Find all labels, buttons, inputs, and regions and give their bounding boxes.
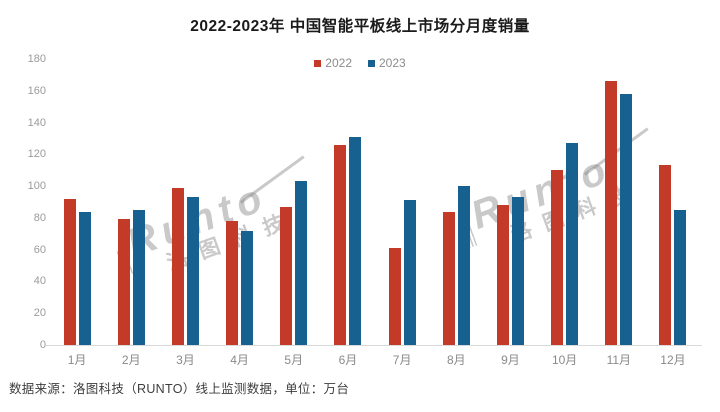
chart-legend: 2022 2023 [0,56,720,70]
bar-2023-5月 [295,181,308,345]
x-tick-label-7月: 7月 [392,353,412,367]
y-tick-label: 120 [27,148,46,161]
month-group-2月 [104,59,158,345]
x-tick-label-5月: 5月 [284,353,304,367]
y-tick-label: 80 [33,211,46,224]
y-tick-label: 20 [33,307,46,320]
bar-2023-10月 [566,143,579,345]
x-tick-label-9月: 9月 [501,353,520,367]
bar-2022-6月 [334,144,347,345]
x-tick-label-6月: 6月 [338,353,358,367]
bar-group [551,59,579,345]
month-group-1月 [50,59,104,345]
bar-group [171,59,199,345]
x-tick-label-12月: 12月 [660,353,686,367]
bar-group [334,59,362,345]
y-tick-label: 0 [39,339,46,351]
month-group-9月 [483,59,537,345]
bar-2023-8月 [457,186,470,345]
month-group-4月 [213,59,267,345]
x-tick-label-2月: 2月 [121,353,141,367]
bar-group [117,59,145,345]
bar-2023-2月 [132,209,145,345]
legend-item-2022: 2022 [314,56,352,70]
bar-2023-7月 [403,200,416,345]
y-tick-label: 140 [27,116,46,129]
bar-2022-12月 [659,165,672,345]
bar-2022-2月 [117,219,130,345]
x-tick-label-10月: 10月 [551,353,578,367]
bar-2023-4月 [241,230,254,345]
bar-2022-7月 [388,248,401,345]
bar-2023-12月 [674,209,687,345]
bar-2022-5月 [280,206,293,345]
legend-label: 2022 [325,56,352,70]
x-tick-label-8月: 8月 [446,353,466,367]
bar-2022-3月 [171,187,184,345]
x-tick-label-1月: 1月 [67,353,87,367]
bar-2023-11月 [620,93,633,345]
x-axis-line [46,345,702,346]
bar-group [280,59,308,345]
bar-2022-8月 [442,211,455,345]
month-group-7月 [375,59,429,345]
bar-2022-9月 [496,205,509,345]
month-group-6月 [321,59,375,345]
month-group-3月 [158,59,212,345]
legend-marker-2023 [368,59,375,67]
x-tick-label-4月: 4月 [230,353,249,367]
x-tick-label-3月: 3月 [176,353,195,367]
data-source-note: 数据来源：洛图科技（RUNTO）线上监测数据，单位：万台 [9,382,350,396]
x-axis-labels: 1月 2月 3月 4月 5月 6月 7月 8月 9月 10月 11月 12月 [50,351,700,368]
bar-group [63,59,91,345]
chart-title: 2022-2023年 中国智能平板线上市场分月度销量 [190,18,530,35]
bar-group [226,59,254,345]
bar-2022-4月 [226,221,239,345]
bar-2023-9月 [511,197,524,345]
month-group-8月 [429,59,483,345]
bar-2022-11月 [605,81,618,345]
bar-2022-1月 [63,198,76,345]
bar-group [388,59,416,345]
x-tick-label-11月: 11月 [606,353,632,367]
bar-group [605,59,633,345]
plot-area [50,59,700,345]
bar-2023-1月 [78,211,91,345]
bar-group [659,59,687,345]
bar-group [496,59,524,345]
y-tick-label: 160 [27,84,46,97]
bar-2022-10月 [551,170,564,345]
y-tick-label: 100 [27,180,46,193]
month-group-12月 [646,59,700,345]
legend-marker-2022 [314,59,322,67]
y-tick-label: 40 [33,275,46,288]
y-tick-label: 60 [33,243,46,256]
y-tick-label: 180 [27,53,46,65]
bar-group [442,59,470,345]
month-group-10月 [538,59,592,345]
bar-2023-3月 [186,197,199,345]
legend-item-2023: 2023 [368,56,406,70]
bar-2023-6月 [349,136,362,345]
legend-label: 2023 [379,56,406,70]
month-group-11月 [592,59,646,345]
month-group-5月 [267,59,321,345]
